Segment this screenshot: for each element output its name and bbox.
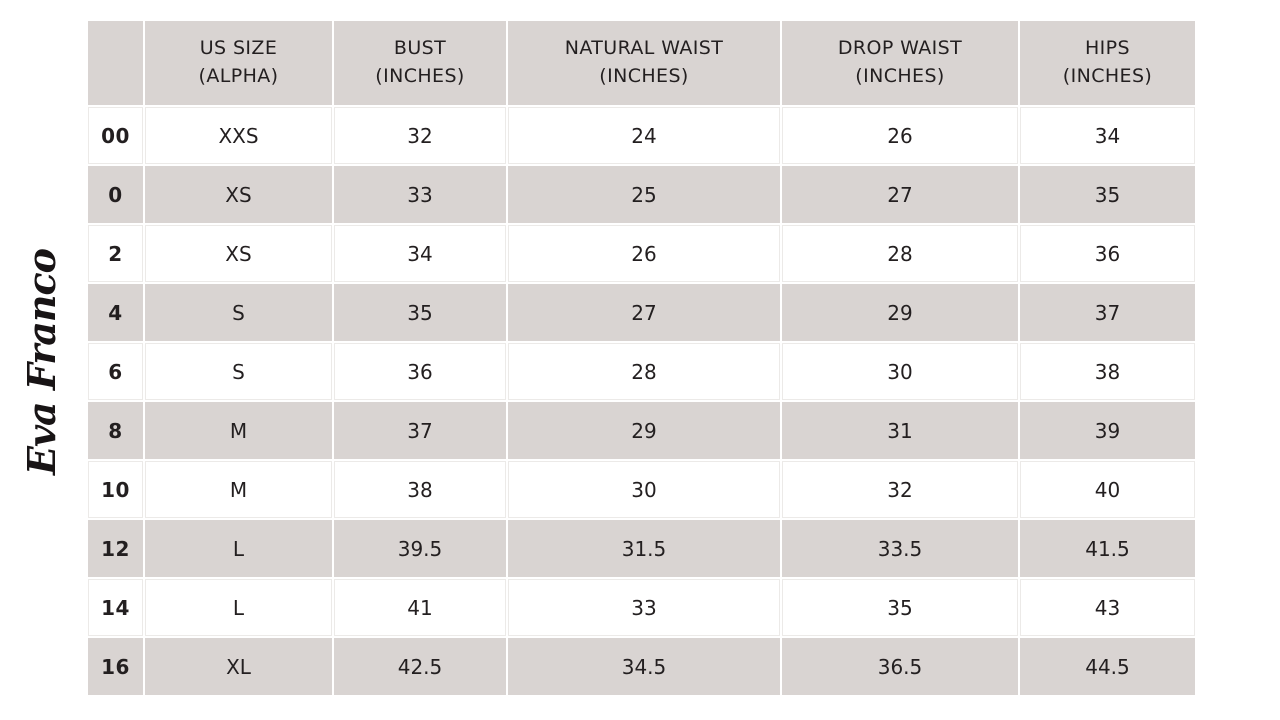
measurement-cell: 39.5 [334, 520, 506, 577]
column-header-line2: (INCHES) [599, 65, 689, 87]
table-row: 16 XL 42.5 34.5 36.5 44.5 [88, 638, 1195, 695]
measurement-cell: 26 [508, 225, 780, 282]
measurement-cell: 41.5 [1020, 520, 1195, 577]
column-header-line2: (INCHES) [375, 65, 465, 87]
measurement-cell: M [145, 402, 332, 459]
column-header-line2: (INCHES) [855, 65, 945, 87]
measurement-cell: 37 [1020, 284, 1195, 341]
measurement-cell: 29 [782, 284, 1018, 341]
column-header: HIPS (INCHES) [1020, 21, 1195, 105]
measurement-cell: 27 [782, 166, 1018, 223]
measurement-cell: 34 [1020, 107, 1195, 164]
measurement-cell: 31 [782, 402, 1018, 459]
table-header: US SIZE (ALPHA) BUST (INCHES) NATURAL WAIST (… [88, 21, 1195, 105]
row-size-label: 00 [88, 107, 143, 164]
row-size-label: 10 [88, 461, 143, 518]
measurement-cell: 27 [508, 284, 780, 341]
measurement-cell: XS [145, 225, 332, 282]
row-size-label: 14 [88, 579, 143, 636]
column-header-line1: US SIZE [199, 37, 278, 60]
table-row: 6 S 36 28 30 38 [88, 343, 1195, 400]
table-row: 4 S 35 27 29 37 [88, 284, 1195, 341]
measurement-cell: 43 [1020, 579, 1195, 636]
column-header: DROP WAIST (INCHES) [782, 21, 1018, 105]
header-row: US SIZE (ALPHA) BUST (INCHES) NATURAL WAIST (… [88, 21, 1195, 105]
measurement-cell: 30 [508, 461, 780, 518]
measurement-cell: 32 [782, 461, 1018, 518]
column-header-line1: DROP WAIST [837, 37, 963, 60]
row-size-label: 0 [88, 166, 143, 223]
row-size-label: 2 [88, 225, 143, 282]
row-size-label: 4 [88, 284, 143, 341]
table-row: 00 XXS 32 24 26 34 [88, 107, 1195, 164]
measurement-cell: M [145, 461, 332, 518]
measurement-cell: 42.5 [334, 638, 506, 695]
measurement-cell: 36.5 [782, 638, 1018, 695]
measurement-cell: L [145, 579, 332, 636]
measurement-cell: 36 [334, 343, 506, 400]
column-header-line2: (INCHES) [1062, 65, 1153, 87]
measurement-cell: 35 [1020, 166, 1195, 223]
measurement-cell: 31.5 [508, 520, 780, 577]
measurement-cell: S [145, 343, 332, 400]
measurement-cell: XL [145, 638, 332, 695]
measurement-cell: 40 [1020, 461, 1195, 518]
table-row: 14 L 41 33 35 43 [88, 579, 1195, 636]
brand-logo: Eva Franco [19, 249, 64, 475]
measurement-cell: L [145, 520, 332, 577]
measurement-cell: 25 [508, 166, 780, 223]
measurement-cell: 33 [334, 166, 506, 223]
measurement-cell: 26 [782, 107, 1018, 164]
table-row: 0 XS 33 25 27 35 [88, 166, 1195, 223]
column-header-line1: BUST [393, 37, 447, 60]
corner-cell [88, 21, 143, 105]
measurement-cell: 38 [1020, 343, 1195, 400]
measurement-cell: 28 [508, 343, 780, 400]
column-header: NATURAL WAIST (INCHES) [508, 21, 780, 105]
column-header-line1: NATURAL WAIST [564, 37, 724, 60]
row-size-label: 16 [88, 638, 143, 695]
measurement-cell: XXS [145, 107, 332, 164]
measurement-cell: 44.5 [1020, 638, 1195, 695]
measurement-cell: 36 [1020, 225, 1195, 282]
table-row: 12 L 39.5 31.5 33.5 41.5 [88, 520, 1195, 577]
column-header-line2: (ALPHA) [198, 65, 279, 87]
table-row: 2 XS 34 26 28 36 [88, 225, 1195, 282]
measurement-cell: 34.5 [508, 638, 780, 695]
measurement-cell: 35 [334, 284, 506, 341]
measurement-cell: 33 [508, 579, 780, 636]
column-header-line1: HIPS [1084, 37, 1130, 60]
row-size-label: 8 [88, 402, 143, 459]
table-body: 00 XXS 32 24 26 34 0 XS 33 25 27 35 2 XS 34 26 28 36 4 S 35 2… [88, 107, 1195, 695]
measurement-cell: 35 [782, 579, 1018, 636]
table-row: 8 M 37 29 31 39 [88, 402, 1195, 459]
measurement-cell: 28 [782, 225, 1018, 282]
row-size-label: 12 [88, 520, 143, 577]
measurement-cell: S [145, 284, 332, 341]
measurement-cell: 32 [334, 107, 506, 164]
measurement-cell: 38 [334, 461, 506, 518]
measurement-cell: 39 [1020, 402, 1195, 459]
measurement-cell: 37 [334, 402, 506, 459]
column-header: US SIZE (ALPHA) [145, 21, 332, 105]
table-row: 10 M 38 30 32 40 [88, 461, 1195, 518]
measurement-cell: 24 [508, 107, 780, 164]
size-chart-table: US SIZE (ALPHA) BUST (INCHES) NATURAL WAIST (… [86, 19, 1197, 697]
row-size-label: 6 [88, 343, 143, 400]
measurement-cell: 41 [334, 579, 506, 636]
measurement-cell: 29 [508, 402, 780, 459]
measurement-cell: 33.5 [782, 520, 1018, 577]
measurement-cell: XS [145, 166, 332, 223]
measurement-cell: 30 [782, 343, 1018, 400]
measurement-cell: 34 [334, 225, 506, 282]
column-header: BUST (INCHES) [334, 21, 506, 105]
